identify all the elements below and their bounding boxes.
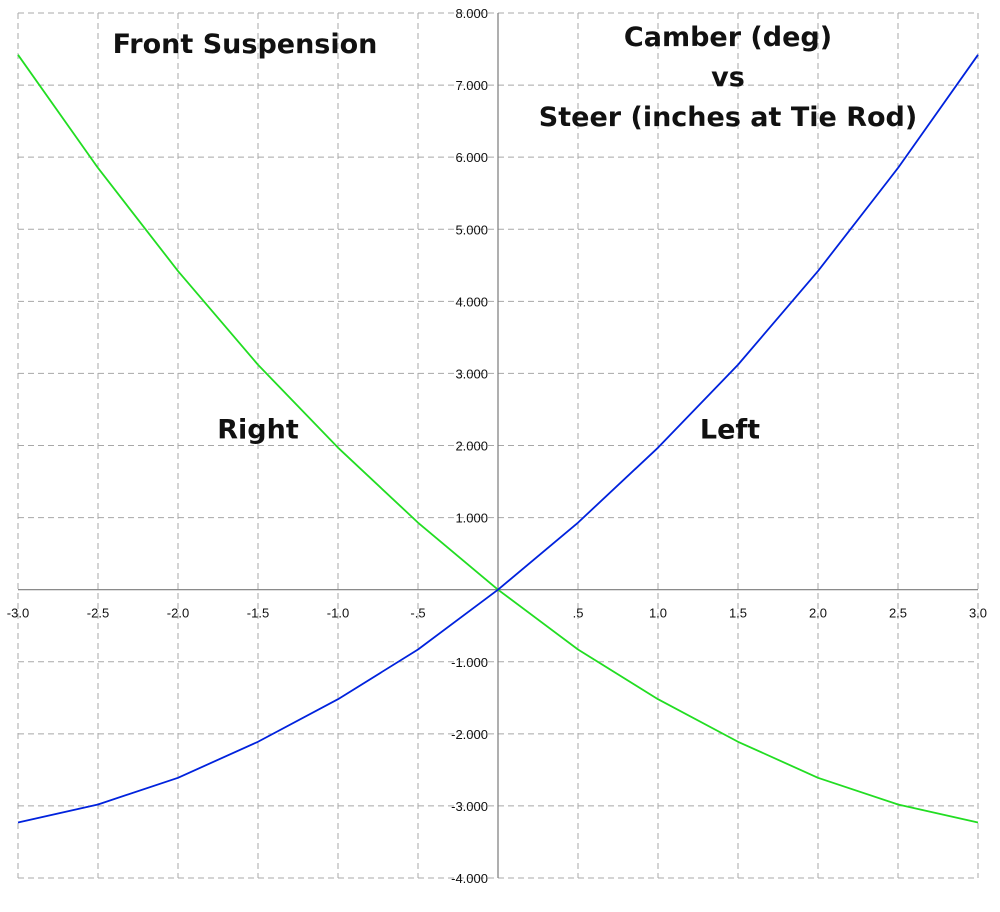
y-tick-label: -3.000 bbox=[451, 799, 488, 814]
series-lines bbox=[17, 54, 979, 824]
series-label-right: Right bbox=[217, 414, 299, 445]
series-label-left: Left bbox=[700, 414, 760, 445]
x-axis-ticks: -3.0 -2.5 -2.0 -1.5 -1.0 -.5 .5 1.0 1.5 2.0 2.5 3.0 bbox=[7, 606, 987, 621]
x-tick-label: -.5 bbox=[410, 606, 425, 621]
chart-subtitle-line-2: vs bbox=[711, 62, 745, 93]
x-tick-label: 1.5 bbox=[729, 606, 747, 621]
y-tick-label: 1.000 bbox=[455, 511, 488, 526]
x-tick-label: -2.0 bbox=[167, 606, 189, 621]
y-tick-label: 8.000 bbox=[455, 6, 488, 21]
x-tick-label: -1.5 bbox=[247, 606, 269, 621]
x-tick-label: -3.0 bbox=[7, 606, 29, 621]
chart-subtitle-line-3: Steer (inches at Tie Rod) bbox=[539, 102, 917, 133]
y-tick-label: 3.000 bbox=[455, 366, 488, 381]
x-tick-label: 3.0 bbox=[969, 606, 987, 621]
y-axis-ticks: 8.000 7.000 6.000 5.000 4.000 3.000 2.000 1.000… bbox=[451, 6, 488, 886]
y-tick-label: 5.000 bbox=[455, 222, 488, 237]
x-tick-label: .5 bbox=[573, 606, 584, 621]
y-tick-label: -1.000 bbox=[451, 655, 488, 670]
y-tick-label: 6.000 bbox=[455, 150, 488, 165]
x-tick-label: -2.5 bbox=[87, 606, 109, 621]
x-tick-label: 2.0 bbox=[809, 606, 827, 621]
x-tick-label: -1.0 bbox=[327, 606, 349, 621]
y-tick-label: 7.000 bbox=[455, 78, 488, 93]
y-tick-label: -2.000 bbox=[451, 727, 488, 742]
y-tick-label: 4.000 bbox=[455, 294, 488, 309]
series-line-left bbox=[17, 54, 979, 824]
x-tick-label: 1.0 bbox=[649, 606, 667, 621]
y-tick-label: 2.000 bbox=[455, 439, 488, 454]
annotations: Front Suspension Camber (deg) vs Steer (… bbox=[113, 22, 918, 445]
chart-title: Front Suspension bbox=[113, 29, 378, 60]
x-tick-label: 2.5 bbox=[889, 606, 907, 621]
y-tick-label: -4.000 bbox=[451, 871, 488, 886]
chart-subtitle-line-1: Camber (deg) bbox=[624, 22, 832, 53]
